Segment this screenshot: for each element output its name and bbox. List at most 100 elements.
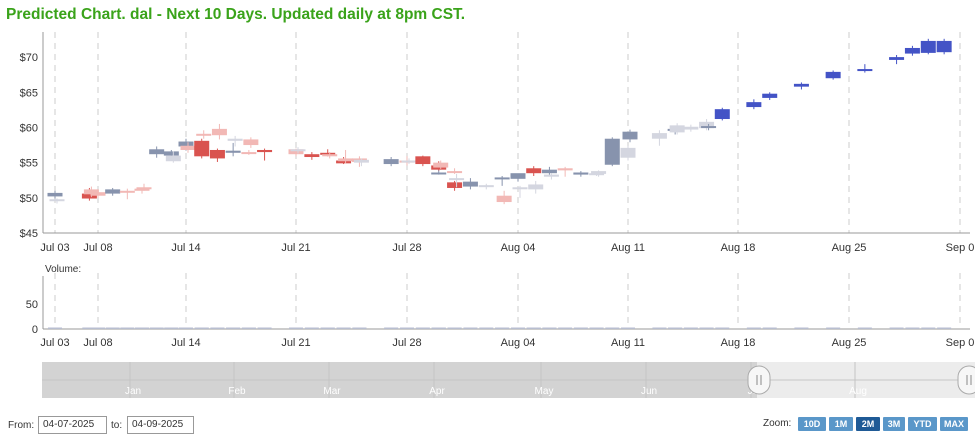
zoom-3m-button[interactable]: 3M <box>883 417 905 431</box>
zoom-1m-button[interactable]: 1M <box>829 417 853 431</box>
candle-body <box>90 192 106 196</box>
candle-body <box>49 199 65 202</box>
from-label: From: <box>8 420 35 431</box>
y-tick-label: $50 <box>20 193 38 205</box>
candle <box>746 99 762 110</box>
candle-body <box>526 168 542 174</box>
handle-grip[interactable] <box>747 365 771 395</box>
volume-bar <box>304 327 319 329</box>
candle-body <box>512 187 528 190</box>
volume-bar <box>715 327 730 329</box>
candle-body <box>194 140 210 157</box>
volume-x-tick-label: Jul 08 <box>83 337 112 349</box>
candle-body <box>857 69 873 72</box>
volume-bar <box>668 327 683 329</box>
volume-bar <box>289 327 303 329</box>
candle <box>825 70 841 80</box>
to-date-input[interactable]: 04-09-2025 <box>127 416 194 434</box>
volume-bar <box>82 327 97 329</box>
candle <box>49 198 65 204</box>
candle <box>936 38 952 55</box>
x-axis: Jul 03 Jul 08 Jul 14 Jul 21 Jul 28 Aug 04 Aug … <box>40 242 974 254</box>
volume-bar <box>105 327 120 329</box>
volume-bar <box>384 327 399 329</box>
volume-bar <box>135 327 149 329</box>
zoom-max-button[interactable]: MAX <box>940 417 968 431</box>
volume-bar <box>683 327 698 329</box>
candle-body <box>119 190 135 193</box>
zoom-ytd-button[interactable]: YTD <box>908 417 937 431</box>
volume-bar <box>352 327 367 329</box>
candle <box>496 190 512 205</box>
candle-body <box>762 93 778 98</box>
candle <box>604 137 620 167</box>
zoom-2m-button[interactable]: 2M <box>856 417 880 431</box>
volume-x-tick-label: Aug 04 <box>501 337 536 349</box>
candle-body <box>889 57 905 60</box>
volume-bar <box>621 327 635 329</box>
candle-body <box>211 128 227 136</box>
candle-body <box>227 138 243 141</box>
candle <box>290 147 306 154</box>
volume-x-tick-label: Jul 14 <box>171 337 200 349</box>
candle <box>651 130 667 146</box>
candle <box>243 137 259 148</box>
candle-body <box>494 177 510 180</box>
volume-bar <box>320 327 335 329</box>
candle <box>196 130 212 139</box>
candle-body <box>651 133 667 139</box>
volume-bar <box>336 327 351 329</box>
volume-tick-label: 50 <box>26 299 38 311</box>
candle-body <box>589 173 605 176</box>
volume-bar <box>526 327 541 329</box>
y-axis: $70 $65 $60 $55 $50 $45 <box>20 32 970 240</box>
from-date-input[interactable]: 04-07-2025 <box>38 416 107 434</box>
candle-body <box>83 189 99 195</box>
volume-bar <box>415 327 430 329</box>
candle <box>889 54 905 65</box>
candle <box>857 64 873 73</box>
volume-bar <box>164 327 179 329</box>
candle <box>528 180 544 194</box>
volume-bar <box>794 327 809 329</box>
candle-body <box>478 185 494 188</box>
candle <box>433 160 449 169</box>
candle-body <box>180 145 196 150</box>
navigator-month-label: Jan <box>125 386 141 397</box>
candle <box>447 168 463 174</box>
candle-body <box>683 126 699 130</box>
candle-body <box>415 156 431 165</box>
candle <box>431 170 447 175</box>
candle <box>257 148 273 161</box>
volume-bar <box>463 327 478 329</box>
volume-bar <box>149 327 164 329</box>
y-tick-label: $65 <box>20 87 38 99</box>
x-tick-label: Aug 11 <box>611 242 645 254</box>
zoom-10d-button[interactable]: 10D <box>798 417 826 431</box>
candle-body <box>825 71 841 79</box>
candle-body <box>431 172 447 175</box>
x-tick-label: Aug 25 <box>832 242 867 254</box>
candle-body <box>591 171 607 174</box>
volume-bar <box>431 327 446 329</box>
candle <box>620 145 636 161</box>
candle-body <box>163 151 179 156</box>
candle-body <box>447 182 463 188</box>
y-tick-label: $70 <box>20 52 38 64</box>
candle-body <box>136 187 152 190</box>
candle-body <box>196 133 212 136</box>
candle-body <box>701 126 717 129</box>
volume-bar <box>889 327 904 329</box>
navigator-left-handle[interactable] <box>747 365 771 395</box>
candle-body <box>243 139 259 146</box>
candle-body <box>714 109 730 120</box>
volume-bar <box>605 327 620 329</box>
y-tick-label: $55 <box>20 158 38 170</box>
navigator-right-handle[interactable] <box>957 365 975 395</box>
volume-bar <box>120 327 135 329</box>
candle-body <box>320 152 336 155</box>
x-tick-label: Jul 08 <box>83 242 112 254</box>
volume-bar <box>826 327 841 329</box>
candle-body <box>241 152 257 155</box>
navigator[interactable]: JanFebMarAprMayJunJulAug <box>42 362 975 398</box>
